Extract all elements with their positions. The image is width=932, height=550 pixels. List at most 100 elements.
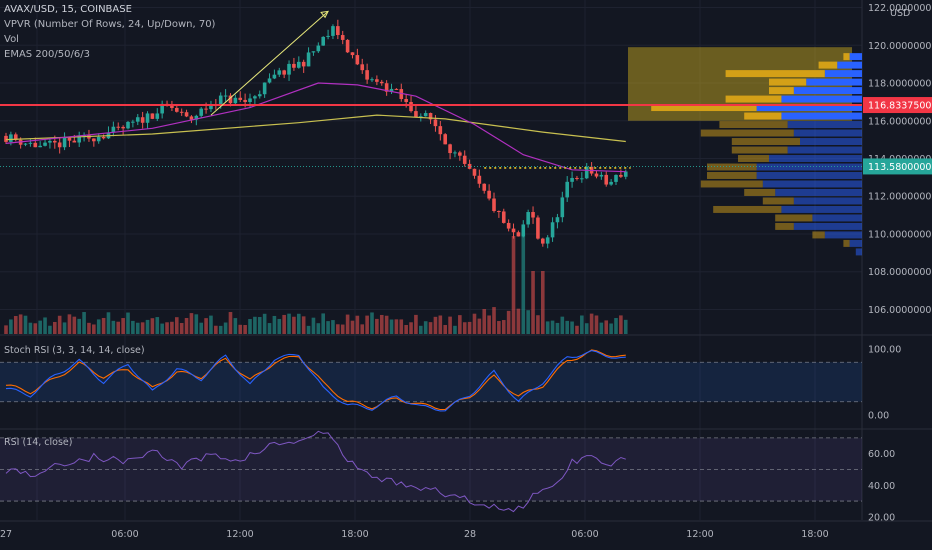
candle-body-119	[584, 166, 589, 179]
candle-body-122	[599, 174, 604, 177]
candle-body-93	[458, 152, 462, 156]
candle-body-66	[326, 35, 330, 37]
price-tick-label-1: 108.00000000	[868, 267, 932, 278]
volume-bar-94	[462, 322, 467, 334]
candle-body-30	[150, 113, 155, 119]
candle-body-79	[389, 88, 394, 92]
candle-body-9	[48, 140, 52, 143]
price-tick-label-7: 120.00000000	[868, 41, 932, 52]
candle-body-58	[287, 63, 291, 75]
volume-bar-57	[282, 314, 286, 334]
candle-body-51	[253, 96, 257, 99]
vp-down-bar-2	[824, 70, 862, 78]
volume-bar-117	[575, 325, 579, 334]
volume-bar-4	[23, 315, 28, 334]
volume-bar-15	[77, 318, 81, 334]
legend-vpvr[interactable]: VPVR (Number Of Rows, 24, Up/Down, 70)	[4, 19, 216, 30]
legend-vol[interactable]: Vol	[4, 34, 19, 45]
rsi-line	[5, 430, 626, 513]
candle-body-42	[209, 104, 213, 110]
volume-bar-114	[560, 316, 565, 334]
candle-body-78	[384, 83, 389, 92]
volume-bar-8	[43, 317, 47, 334]
volume-bar-54	[267, 323, 272, 334]
candle-body-101	[497, 210, 501, 212]
legend-emas[interactable]: EMAS 200/50/6/3	[4, 49, 90, 60]
rsi-label[interactable]: RSI (14, close)	[4, 437, 73, 448]
vp-up-bar-13	[707, 163, 757, 171]
volume-bar-96	[472, 313, 477, 334]
vp-down-bar-20	[793, 222, 862, 230]
axis-unit: USD	[890, 8, 911, 19]
volume-bar-93	[458, 315, 462, 334]
volume-bar-115	[565, 320, 569, 334]
volume-bar-18	[92, 324, 96, 334]
candle-body-121	[594, 173, 599, 177]
vp-down-bar-11	[787, 146, 862, 154]
candle-body-28	[140, 117, 145, 123]
candle-body-63	[311, 51, 316, 53]
volume-bar-11	[57, 315, 62, 334]
volume-bar-6	[33, 323, 38, 334]
candle-body-100	[492, 198, 496, 211]
candle-body-44	[218, 95, 223, 105]
volume-bar-123	[604, 320, 609, 334]
candle-body-123	[604, 174, 609, 185]
candle-body-104	[511, 228, 516, 233]
stoch-tick-label-1: 0.00	[868, 410, 889, 421]
candle-body-67	[331, 26, 335, 36]
volume-bar-127	[623, 319, 628, 334]
volume-bar-35	[175, 317, 179, 334]
volume-bar-62	[306, 325, 311, 334]
vp-down-bar-3	[806, 78, 862, 86]
stoch-rsi-label[interactable]: Stoch RSI (3, 3, 14, 14, close)	[4, 345, 145, 356]
vp-down-bar-6	[756, 104, 862, 112]
time-tick-label-3: 18:00	[341, 529, 368, 540]
candle-body-97	[477, 175, 482, 184]
vp-up-bar-4	[769, 87, 794, 95]
volume-bar-65	[321, 313, 325, 334]
volume-bar-51	[253, 316, 257, 334]
volume-bar-118	[580, 315, 584, 334]
axes: 106.00000000 108.00000000 110.00000000 112.…	[0, 3, 932, 540]
volume-bar-125	[614, 318, 618, 334]
vp-up-bar-5	[725, 95, 782, 103]
vp-up-bar-12	[738, 155, 769, 162]
legend-symbol[interactable]: AVAX/USD, 15, COINBASE	[4, 4, 132, 15]
candle-body-73	[360, 64, 365, 71]
volume-bar-78	[384, 315, 389, 334]
vp-up-bar-11	[731, 146, 788, 154]
volume-bar-82	[404, 324, 408, 334]
vp-up-bar-21	[812, 231, 825, 239]
volume-bar-83	[409, 322, 413, 334]
volume-bar-41	[204, 318, 208, 334]
volume-bar-42	[209, 315, 213, 334]
candle-body-103	[506, 222, 511, 229]
volume-bar-47	[233, 318, 238, 334]
candle-body-81	[399, 89, 404, 99]
candle-body-83	[409, 102, 413, 112]
candle-body-95	[467, 163, 472, 169]
volume-bar-126	[619, 315, 623, 334]
vp-up-bar-10	[731, 138, 800, 146]
candle-body-34	[170, 105, 174, 108]
candle-body-8	[43, 142, 47, 146]
volume-bar-91	[448, 316, 452, 334]
stoch-rsi-pane	[0, 349, 862, 412]
volume-bar-87	[428, 322, 433, 334]
volume-bar-10	[53, 321, 57, 334]
candle-body-22	[111, 126, 116, 133]
candle-body-110	[541, 238, 545, 244]
volume-bar-119	[584, 323, 589, 334]
volume-bar-33	[165, 322, 169, 334]
time-tick-label-4: 28	[464, 529, 476, 540]
candle-body-41	[204, 108, 208, 110]
volume-bar-29	[145, 319, 150, 334]
candle-body-74	[365, 70, 369, 80]
vp-down-bar-12	[769, 155, 862, 162]
candle-body-19	[96, 136, 101, 142]
candle-body-126	[619, 174, 623, 177]
candle-body-50	[248, 98, 252, 103]
volume-bar-20	[101, 317, 106, 334]
